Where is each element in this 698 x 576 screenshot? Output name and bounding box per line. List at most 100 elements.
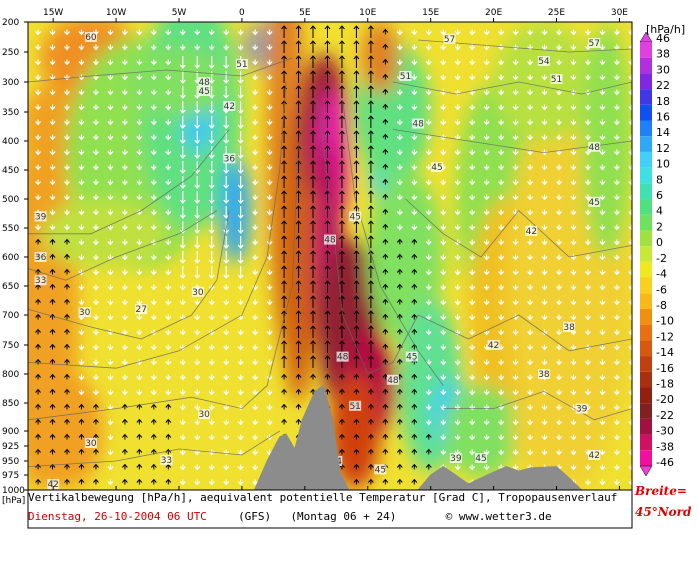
arrow-down-head: [194, 124, 201, 129]
arrow-down-head: [266, 271, 273, 276]
arrow-down-head: [613, 481, 620, 486]
arrow-down-head: [194, 229, 201, 234]
arrow-down-head: [454, 166, 461, 171]
arrow-down-head: [396, 211, 403, 216]
colorbar-swatch: [640, 418, 652, 435]
arrow-down-head: [121, 151, 128, 156]
arrow-down-head: [469, 46, 476, 51]
arrow-up-head: [35, 343, 41, 348]
colorbar-swatch: [640, 199, 652, 215]
colorbar: [hPa/h]46 38 30 22 18 16 14 12 10 8 6 4 2 0 -2 -4 -6 -8 -1…: [639, 23, 685, 477]
arrow-down-head: [92, 166, 99, 171]
arrow-down-head: [613, 376, 620, 381]
arrow-down-head: [223, 481, 230, 486]
arrow-down-head: [179, 214, 186, 219]
arrow-up-head: [353, 235, 360, 240]
arrow-down-head: [425, 196, 432, 201]
colorbar-label: -2: [656, 252, 667, 265]
arrow-down-head: [92, 76, 99, 81]
colorbar-swatch: [640, 450, 652, 466]
arrow-up-head: [353, 70, 360, 75]
colorbar-swatch: [640, 277, 652, 294]
arrow-down-head: [179, 244, 186, 249]
arrow-down-head: [92, 61, 99, 66]
arrow-down-head: [454, 346, 461, 351]
arrow-up-head: [310, 25, 316, 30]
arrow-down-head: [194, 109, 201, 114]
arrow-down-head: [570, 286, 577, 291]
arrow-up-head: [339, 175, 345, 180]
theta-e-contour: [28, 129, 230, 235]
arrow-down-head: [541, 136, 548, 141]
arrow-down-head: [266, 166, 273, 171]
arrow-down-head: [498, 136, 505, 141]
arrow-up-head: [35, 418, 41, 423]
arrow-down-head: [165, 286, 172, 291]
colorbar-swatch: [640, 434, 652, 451]
arrow-down-head: [570, 316, 577, 321]
arrow-down-head: [498, 241, 505, 246]
arrow-down-head: [454, 316, 461, 321]
x-axis: 15W 10W 5W 0 5E 10E 15E 20E 25E 30E: [43, 8, 628, 490]
arrow-down-head: [150, 316, 157, 321]
arrow-down-head: [628, 46, 632, 51]
arrow-down-head: [483, 286, 490, 291]
arrow-down-head: [165, 166, 172, 171]
arrow-up-head: [295, 250, 302, 255]
theta-e-label-bg: [84, 438, 97, 448]
arrow-down-head: [165, 76, 172, 81]
arrow-up-head: [281, 220, 287, 225]
arrow-down-head: [527, 331, 534, 336]
arrow-down-head: [628, 481, 632, 486]
arrow-up-head: [368, 295, 374, 300]
arrow-down-head: [498, 301, 505, 306]
arrow-down-head: [78, 46, 85, 51]
arrow-down-head: [266, 61, 273, 66]
arrow-down-head: [527, 211, 534, 216]
arrow-down-head: [440, 196, 447, 201]
arrow-down-head: [469, 196, 476, 201]
theta-e-label-bg: [191, 286, 204, 297]
arrow-down-head: [584, 421, 591, 426]
arrow-down-head: [440, 76, 447, 81]
arrow-up-head: [339, 265, 345, 270]
arrow-down-head: [78, 136, 85, 141]
theta-e-label: 42: [589, 451, 600, 461]
arrow-down-head: [136, 106, 143, 111]
arrow-down-head: [570, 61, 577, 66]
arrow-down-head: [194, 259, 201, 264]
arrow-down-head: [252, 256, 259, 261]
arrow-down-head: [613, 436, 620, 441]
arrow-down-head: [35, 181, 42, 186]
arrow-up-head: [295, 85, 302, 90]
arrow-up-head: [93, 448, 99, 453]
arrow-down-head: [194, 214, 201, 219]
arrow-up-head: [310, 220, 316, 225]
arrow-down-head: [527, 166, 534, 171]
arrow-down-head: [121, 46, 128, 51]
arrow-down-head: [179, 139, 186, 144]
arrow-up-head: [35, 463, 41, 468]
arrow-down-head: [92, 301, 99, 306]
arrow-down-head: [541, 46, 548, 51]
arrow-down-head: [512, 391, 519, 396]
arrow-up-head: [324, 205, 331, 210]
arrow-down-head: [454, 151, 461, 156]
arrow-down-head: [136, 166, 143, 171]
arrow-down-head: [396, 91, 403, 96]
arrow-up-head: [368, 100, 374, 105]
arrow-down-head: [252, 61, 259, 66]
arrow-up-head: [35, 358, 41, 363]
arrow-down-head: [136, 376, 143, 381]
arrow-down-head: [425, 346, 432, 351]
arrow-down-head: [483, 421, 490, 426]
theta-e-label-bg: [575, 403, 588, 414]
theta-e-label: 30: [79, 308, 91, 318]
arrow-up-head: [295, 25, 302, 30]
arrow-up-head: [382, 313, 389, 318]
y-tick-label: 500: [2, 195, 19, 205]
arrow-down-head: [527, 151, 534, 156]
y-axis: 200 250 300 350 400 450 500 550 600 650 700 750 800 8…: [2, 18, 28, 506]
y-axis-unit: [hPa]: [2, 496, 25, 506]
arrow-up-head: [382, 268, 389, 273]
